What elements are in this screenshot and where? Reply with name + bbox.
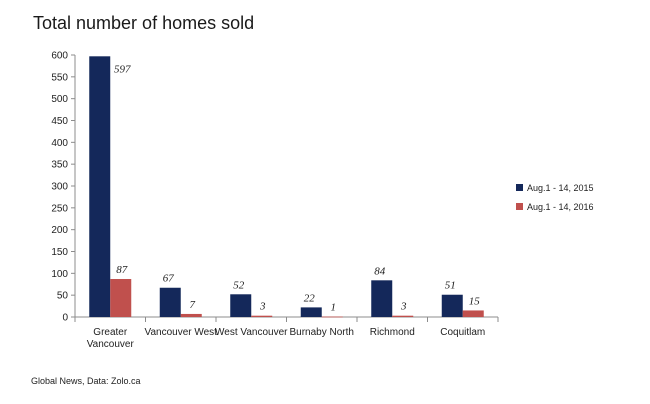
y-tick-label: 50: [57, 291, 69, 302]
bar-2016-3: [321, 316, 343, 318]
y-tick-label: 350: [51, 160, 68, 171]
legend-swatch: [516, 203, 523, 210]
bar-2015-0: [89, 56, 111, 318]
data-label: 15: [469, 295, 481, 307]
x-category-label: Vancouver West: [145, 327, 218, 338]
legend-swatch: [516, 184, 523, 191]
x-category-label: Vancouver: [87, 339, 135, 350]
y-tick-label: 0: [62, 313, 68, 324]
legend-label: Aug.1 - 14, 2015: [527, 183, 594, 193]
x-category-label: Coquitlam: [440, 327, 485, 338]
legend: Aug.1 - 14, 2015 Aug.1 - 14, 2016: [516, 183, 594, 212]
bar-2016-4: [392, 315, 414, 317]
y-tick-label: 450: [51, 116, 68, 127]
bar-2016-5: [462, 310, 484, 317]
y-tick-label: 500: [51, 94, 68, 105]
bar-2016-2: [251, 315, 273, 317]
x-category-label: Greater: [93, 327, 128, 338]
bar-2015-2: [230, 294, 252, 317]
y-tick-label: 300: [51, 182, 68, 193]
y-tick-label: 200: [51, 225, 68, 236]
data-label: 67: [163, 273, 175, 285]
y-tick-label: 550: [51, 72, 68, 83]
y-tick-label: 100: [51, 269, 68, 280]
data-label: 1: [331, 302, 337, 314]
bar-2015-4: [371, 280, 393, 317]
data-label: 87: [116, 264, 128, 276]
x-category-label: Burnaby North: [290, 327, 354, 338]
x-category-label: West Vancouver: [215, 327, 288, 338]
bar-2015-3: [300, 307, 322, 317]
data-label: 84: [374, 265, 386, 277]
bar-2016-1: [180, 313, 202, 317]
data-label: 7: [190, 299, 196, 311]
data-label: 3: [400, 301, 407, 313]
y-tick-label: 150: [51, 247, 68, 258]
data-label: 51: [445, 280, 456, 292]
data-label: 52: [233, 279, 245, 291]
data-label: 597: [114, 63, 131, 75]
bar-2016-0: [110, 279, 132, 317]
x-category-label: Richmond: [370, 327, 415, 338]
legend-label: Aug.1 - 14, 2016: [527, 202, 594, 212]
y-tick-label: 400: [51, 138, 68, 149]
bar-2015-5: [441, 294, 463, 317]
bars: 597 87 67 7 52 3 22 1 84 3 51 15: [89, 56, 484, 318]
y-axis: 0 50 100 150 200 250 300 350 400 450 500 550 600: [51, 51, 76, 324]
data-label: 22: [304, 292, 316, 304]
bar-2015-1: [159, 287, 181, 317]
chart-title: Total number of homes sold: [33, 13, 255, 33]
source-note: Global News, Data: Zolo.ca: [31, 376, 141, 386]
data-label: 3: [259, 301, 266, 313]
y-tick-label: 250: [51, 203, 68, 214]
y-tick-label: 600: [51, 51, 68, 62]
